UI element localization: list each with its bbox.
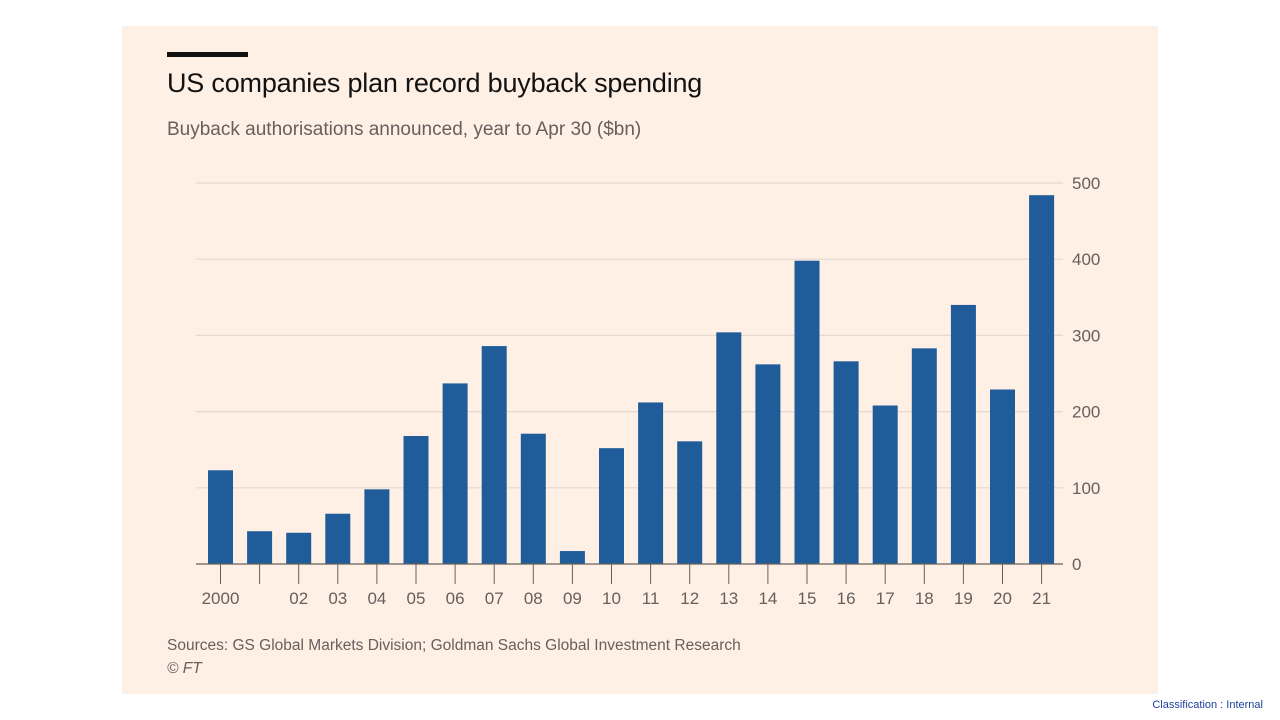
x-axis: 2000 02 03 04 05 06 07 08 09 10 11 12 13 14 15 16 17 18 19… xyxy=(196,563,1063,608)
x-tick-label: 13 xyxy=(719,589,738,608)
x-tick-label: 07 xyxy=(485,589,504,608)
y-tick-label: 500 xyxy=(1072,174,1100,193)
x-tick-label: 21 xyxy=(1032,589,1051,608)
bar xyxy=(599,448,624,564)
chart-card: US companies plan record buyback spendin… xyxy=(122,26,1158,694)
bar xyxy=(247,531,273,564)
x-tick-label: 04 xyxy=(367,589,386,608)
x-tick-label: 16 xyxy=(837,589,856,608)
x-tick-label: 05 xyxy=(407,589,426,608)
title-rule xyxy=(167,52,248,57)
x-tick-label: 20 xyxy=(993,589,1012,608)
x-tick-label: 09 xyxy=(563,589,582,608)
bar xyxy=(950,304,976,564)
bar xyxy=(755,364,781,564)
bars xyxy=(208,195,1055,564)
bar xyxy=(872,405,898,564)
bar xyxy=(1029,195,1055,564)
y-tick-label: 0 xyxy=(1072,555,1081,574)
bar xyxy=(638,402,664,564)
x-tick-label: 10 xyxy=(602,589,621,608)
bar xyxy=(520,433,546,564)
x-tick-label: 02 xyxy=(289,589,308,608)
x-tick-label: 2000 xyxy=(202,589,240,608)
x-tick-label: 17 xyxy=(876,589,895,608)
bar xyxy=(990,389,1015,564)
x-tick-label: 08 xyxy=(524,589,543,608)
x-tick-label: 15 xyxy=(798,589,817,608)
copyright-note: © FT xyxy=(167,660,202,677)
chart-subtitle: Buyback authorisations announced, year t… xyxy=(167,119,642,140)
bar xyxy=(794,260,820,564)
y-tick-label: 200 xyxy=(1072,403,1100,422)
x-tick-label: 11 xyxy=(642,589,660,608)
chart-title: US companies plan record buyback spendin… xyxy=(167,68,703,98)
bar xyxy=(716,332,742,564)
y-tick-label: 400 xyxy=(1072,250,1100,269)
x-tick-label: 12 xyxy=(680,589,699,608)
bar xyxy=(833,361,859,564)
x-tick-label: 03 xyxy=(328,589,347,608)
y-tick-label: 300 xyxy=(1072,326,1100,345)
source-note: Sources: GS Global Markets Division; Gol… xyxy=(167,637,741,654)
x-tick-label: 14 xyxy=(758,589,777,608)
bar-chart: 2000 02 03 04 05 06 07 08 09 10 11 12 13 14 15 16 17 18 19… xyxy=(196,174,1100,608)
bar xyxy=(481,346,507,564)
bar xyxy=(403,435,429,564)
y-axis: 0 100 200 300 400 500 xyxy=(1072,174,1100,574)
bar xyxy=(677,441,703,564)
bar xyxy=(286,532,312,564)
bar xyxy=(559,551,585,564)
x-tick-label: 19 xyxy=(954,589,973,608)
bar xyxy=(364,489,390,564)
bar xyxy=(208,470,233,564)
x-tick-label: 06 xyxy=(446,589,465,608)
classification-label: Classification : Internal xyxy=(1152,699,1263,711)
bar xyxy=(911,348,937,564)
y-tick-label: 100 xyxy=(1072,479,1100,498)
bar xyxy=(442,383,468,564)
bar xyxy=(325,513,351,564)
x-tick-label: 18 xyxy=(915,589,934,608)
